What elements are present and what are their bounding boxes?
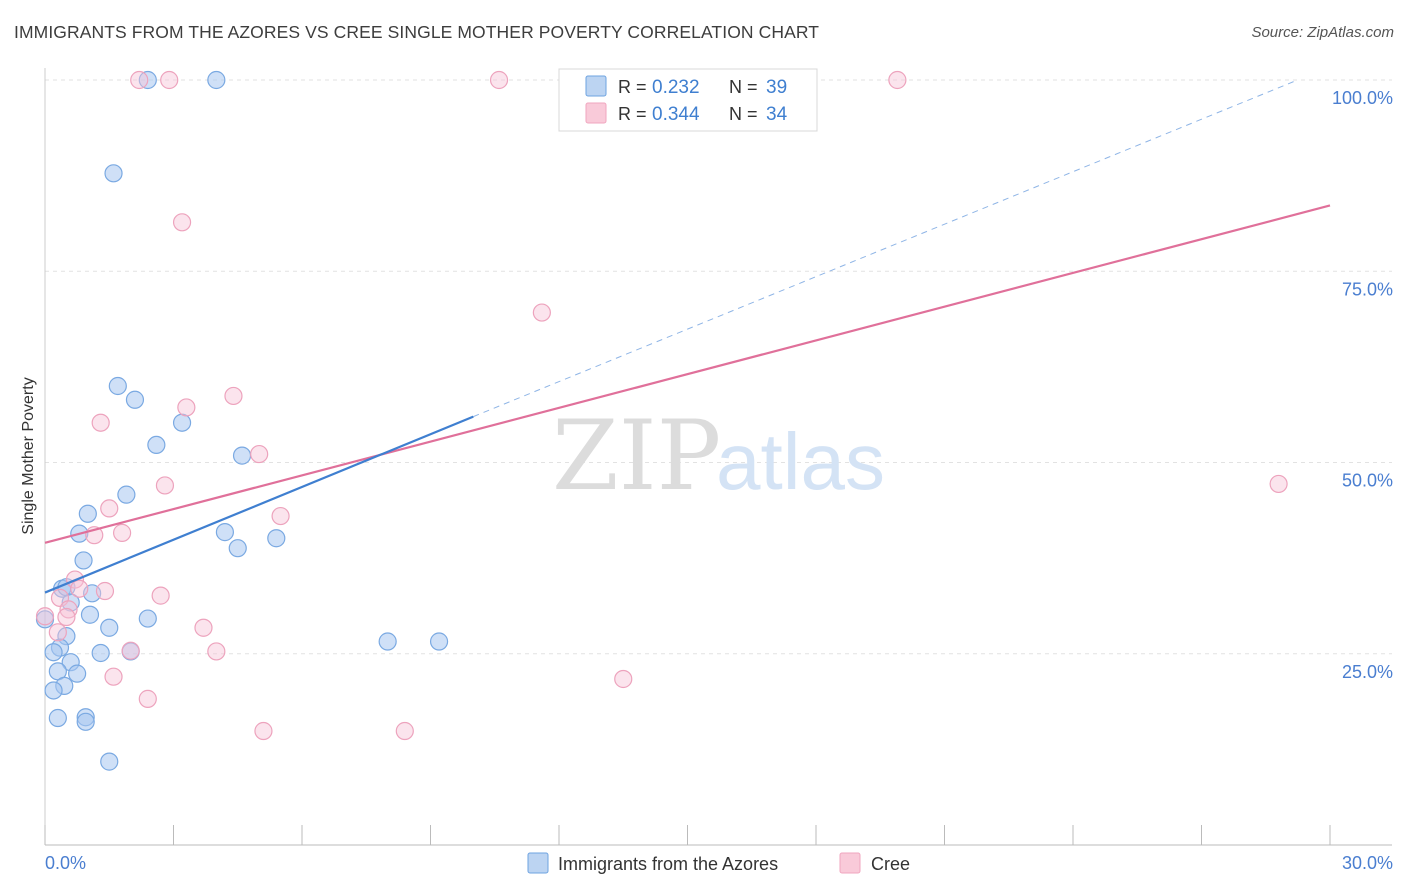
point-azores bbox=[44, 681, 63, 700]
point-azores bbox=[91, 643, 110, 663]
x-tick-label-min: 0.0% bbox=[45, 853, 86, 873]
chart-title: IMMIGRANTS FROM THE AZORES VS CREE SINGL… bbox=[14, 22, 820, 42]
y-tick-label: 25.0% bbox=[1342, 662, 1393, 682]
point-cree bbox=[194, 618, 213, 637]
point-azores bbox=[138, 609, 157, 628]
point-cree bbox=[224, 386, 243, 406]
point-cree bbox=[104, 667, 123, 686]
point-cree bbox=[207, 642, 226, 661]
point-cree bbox=[271, 506, 290, 526]
trend-azores-extension bbox=[473, 80, 1296, 418]
point-azores bbox=[78, 504, 97, 523]
series-legend-label-cree: Cree bbox=[871, 854, 910, 874]
point-azores bbox=[228, 539, 247, 558]
point-azores bbox=[378, 632, 397, 651]
legend-r-label-1: R = bbox=[618, 77, 652, 97]
point-azores bbox=[207, 70, 226, 90]
point-azores bbox=[61, 593, 80, 612]
point-azores bbox=[108, 376, 127, 396]
watermark-zip: ZIP bbox=[552, 400, 721, 512]
point-azores bbox=[74, 551, 93, 570]
y-tick-labels: 25.0% 50.0% 75.0% 100.0% bbox=[1332, 88, 1393, 682]
point-azores bbox=[68, 664, 87, 683]
legend-n-value-2: 34 bbox=[766, 104, 788, 125]
legend-swatch-azores bbox=[585, 75, 607, 97]
point-cree bbox=[395, 721, 414, 741]
series-legend-label-azores: Immigrants from the Azores bbox=[558, 854, 778, 874]
point-azores bbox=[267, 529, 286, 548]
point-azores bbox=[100, 752, 119, 771]
point-azores bbox=[125, 390, 145, 409]
trend-lines bbox=[44, 80, 1331, 594]
point-azores bbox=[117, 485, 136, 504]
point-cree bbox=[91, 413, 110, 432]
axes bbox=[44, 68, 1392, 846]
point-cree bbox=[48, 623, 67, 642]
point-cree bbox=[35, 607, 55, 626]
legend-r-value-1: 0.232 bbox=[652, 77, 700, 98]
point-cree bbox=[121, 641, 140, 660]
series-legend-swatch-cree bbox=[839, 852, 861, 874]
trend-azores bbox=[44, 415, 474, 594]
y-tick-label: 75.0% bbox=[1342, 279, 1393, 299]
gridlines bbox=[45, 79, 1392, 655]
point-cree bbox=[70, 579, 89, 598]
point-cree bbox=[1269, 474, 1288, 494]
point-azores bbox=[100, 618, 119, 637]
legend-r-label-2: R = bbox=[618, 104, 647, 124]
point-azores bbox=[76, 712, 95, 731]
point-cree bbox=[112, 523, 132, 542]
point-cree bbox=[614, 669, 633, 689]
point-cree bbox=[155, 476, 175, 495]
point-cree bbox=[254, 721, 273, 741]
x-tick-labels: 0.0% 30.0% bbox=[45, 853, 1393, 873]
point-cree bbox=[489, 70, 509, 90]
point-azores bbox=[429, 632, 449, 651]
legend-r-value-2: 0.344 bbox=[652, 104, 700, 125]
legend-n-label-1: N = bbox=[729, 77, 758, 97]
y-tick-label: 100.0% bbox=[1332, 88, 1393, 108]
watermark-atlas: atlas bbox=[716, 417, 885, 506]
data-points bbox=[35, 70, 1288, 771]
point-cree bbox=[57, 607, 76, 627]
point-cree bbox=[95, 581, 115, 601]
point-cree bbox=[888, 70, 907, 90]
y-tick-label: 50.0% bbox=[1342, 471, 1393, 491]
stats-legend: R = 0.232 N = 39 R = 0.344 N = 34 bbox=[558, 68, 818, 132]
point-azores bbox=[147, 435, 166, 455]
point-azores bbox=[215, 523, 234, 542]
series-legend-swatch-azores bbox=[527, 852, 549, 874]
legend-swatch-cree bbox=[585, 102, 607, 124]
y-axis-label: Single Mother Poverty bbox=[20, 377, 37, 534]
point-cree bbox=[151, 586, 170, 605]
source-credit: Source: ZipAtlas.com bbox=[1251, 24, 1394, 41]
point-cree bbox=[172, 213, 192, 232]
point-cree bbox=[250, 444, 269, 464]
point-azores bbox=[80, 605, 100, 624]
point-cree bbox=[532, 303, 551, 322]
point-cree bbox=[177, 398, 196, 417]
point-azores bbox=[232, 446, 252, 465]
point-cree bbox=[138, 689, 157, 708]
point-cree bbox=[100, 499, 119, 518]
x-tick-label-max: 30.0% bbox=[1342, 853, 1393, 873]
point-cree bbox=[160, 70, 179, 90]
point-azores bbox=[172, 413, 192, 432]
point-cree bbox=[130, 70, 149, 90]
point-azores bbox=[104, 164, 123, 183]
trend-cree bbox=[44, 204, 1331, 544]
legend-n-value-1: 39 bbox=[766, 77, 787, 98]
point-azores bbox=[48, 708, 67, 728]
series-legend: Immigrants from the Azores Cree bbox=[527, 852, 910, 874]
legend-n-label-2: N = bbox=[729, 104, 758, 124]
point-azores bbox=[44, 643, 63, 662]
